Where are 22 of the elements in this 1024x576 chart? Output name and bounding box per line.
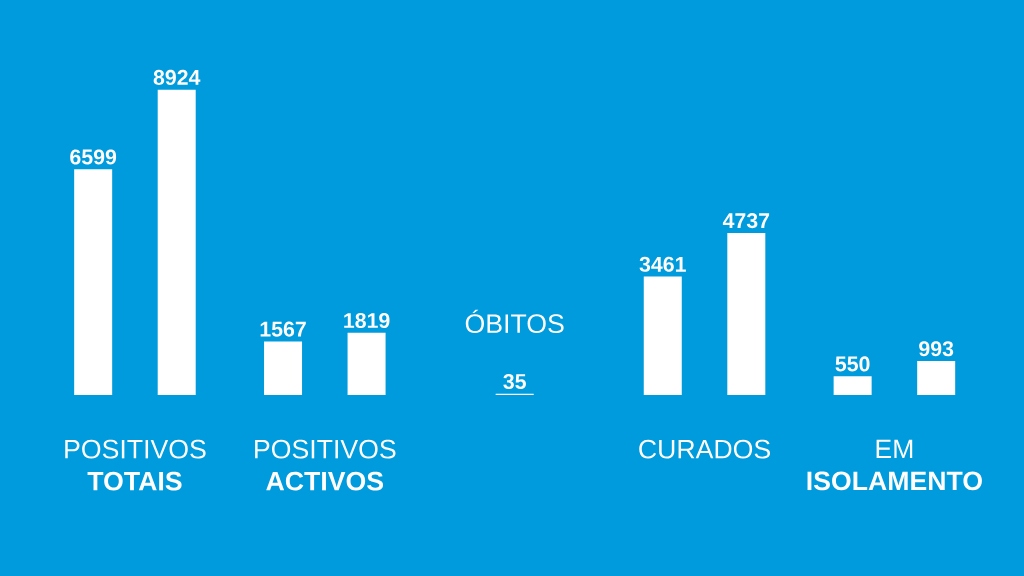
- bar: [347, 332, 386, 395]
- bar: [833, 376, 872, 395]
- bar: [74, 169, 113, 395]
- data-label: 6599: [70, 149, 117, 165]
- data-label: 3461: [639, 256, 686, 272]
- bar: [264, 341, 303, 395]
- data-label: 993: [919, 341, 954, 357]
- data-label: 1567: [260, 321, 306, 337]
- x-tick-label: EM ISOLAMENTO: [807, 439, 982, 491]
- x-tick-label: CURADOS: [639, 439, 770, 459]
- data-label: 550: [835, 356, 870, 372]
- x-tick-label: ÓBITOS: [465, 309, 564, 334]
- bar: [727, 232, 766, 395]
- data-label: 35: [503, 373, 526, 390]
- x-tick-label: POSITIVOS ACTIVOS: [255, 439, 396, 491]
- data-label: 1819: [344, 312, 390, 329]
- bar: [643, 276, 682, 395]
- bar: [157, 89, 196, 395]
- data-label: 4737: [722, 213, 770, 229]
- bar: [917, 361, 956, 395]
- x-tick-label: POSITIVOS TOTAIS: [65, 439, 206, 491]
- data-label: 8924: [153, 69, 201, 85]
